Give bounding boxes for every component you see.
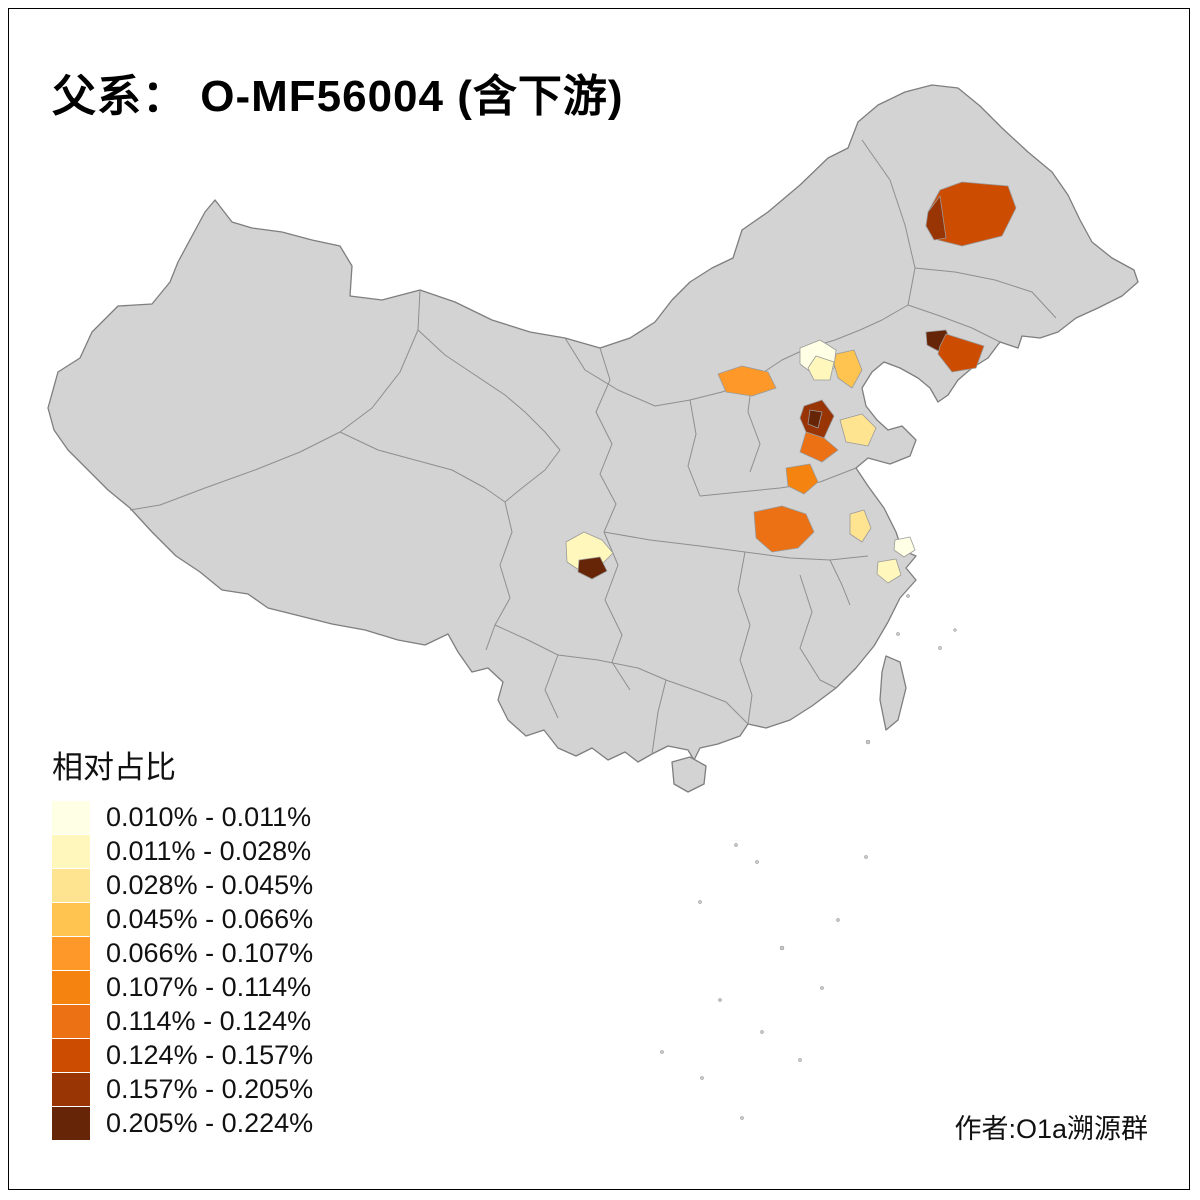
legend-label: 0.114% - 0.124% [106, 1006, 312, 1036]
legend-item: 0.028% - 0.045% [52, 869, 313, 902]
region-shandong-south-orange [785, 463, 819, 495]
legend-swatch [52, 801, 90, 834]
region-beijing-pale-2 [807, 355, 835, 381]
islet [798, 1058, 802, 1062]
islet [734, 843, 738, 847]
legend-item: 0.157% - 0.205% [52, 1073, 313, 1106]
region-shandong-darkest [807, 409, 823, 429]
page-title: 父系： O-MF56004 (含下游) [52, 72, 624, 121]
islet [906, 594, 910, 598]
region-henan-anhui-orange [753, 505, 815, 553]
legend: 相对占比 0.010% - 0.011% 0.011% - 0.028% 0.0… [52, 742, 313, 1141]
legend-item: 0.011% - 0.028% [52, 835, 313, 868]
legend-label: 0.028% - 0.045% [106, 870, 314, 900]
legend-label: 0.066% - 0.107% [106, 938, 314, 968]
islet [779, 945, 785, 951]
legend-swatch [52, 937, 90, 970]
legend-label: 0.011% - 0.028% [106, 836, 312, 866]
legend-item: 0.045% - 0.066% [52, 903, 313, 936]
province-border [665, 679, 749, 725]
province-border [699, 467, 857, 497]
islet [698, 900, 702, 904]
region-anhui-pale [849, 509, 872, 543]
south-china-sea-islands [660, 594, 957, 1120]
islet [660, 1050, 664, 1054]
province-border [737, 551, 753, 725]
legend-label: 0.124% - 0.157% [106, 1040, 314, 1070]
taiwan-island [879, 655, 907, 731]
region-zhejiang-north-pale [876, 558, 902, 584]
region-shandong-orange [799, 431, 839, 463]
province-border [129, 289, 421, 511]
legend-swatch [52, 869, 90, 902]
province-border [603, 531, 631, 691]
legend-item: 0.066% - 0.107% [52, 937, 313, 970]
legend-swatch [52, 1039, 90, 1072]
legend-swatch [52, 835, 90, 868]
province-border [907, 304, 1001, 343]
islet [953, 628, 957, 632]
islet [740, 1116, 744, 1120]
legend-label: 0.010% - 0.011% [106, 802, 312, 832]
islet [896, 632, 900, 636]
legend-item: 0.124% - 0.157% [52, 1039, 313, 1072]
islet [836, 918, 840, 922]
province-border [914, 267, 1057, 319]
islet [938, 646, 942, 650]
islet [718, 998, 722, 1002]
province-border [595, 347, 617, 533]
islet [865, 739, 871, 745]
province-border [829, 559, 851, 606]
legend-label: 0.157% - 0.205% [106, 1074, 314, 1104]
region-chengdu-dark [577, 556, 608, 580]
legend-label: 0.045% - 0.066% [106, 904, 314, 934]
legend-item: 0.107% - 0.114% [52, 971, 313, 1004]
legend-item: 0.205% - 0.224% [52, 1107, 313, 1140]
legend-swatch [52, 1005, 90, 1038]
hainan-island [671, 756, 707, 793]
province-border [485, 501, 513, 651]
islet [864, 855, 868, 859]
attribution: 作者:O1a溯源群 [954, 1114, 1148, 1144]
region-tianjin [833, 349, 863, 389]
province-borders [129, 139, 1057, 755]
islet [760, 1030, 764, 1034]
legend-swatch [52, 971, 90, 1004]
legend-swatch [52, 903, 90, 936]
region-heilongjiang-west-strip [925, 195, 947, 241]
legend-label: 0.107% - 0.114% [106, 972, 312, 1002]
islet [755, 860, 759, 864]
province-border [557, 654, 667, 755]
highlighted-regions [565, 181, 1017, 584]
legend-item: 0.010% - 0.011% [52, 801, 313, 834]
region-shandong-pale [839, 413, 877, 447]
legend-title: 相对占比 [52, 750, 176, 785]
province-border [687, 399, 701, 497]
province-border [417, 329, 561, 451]
province-border [861, 139, 916, 321]
region-liaoning-coastal [937, 333, 985, 373]
province-border [504, 449, 561, 503]
legend-label: 0.205% - 0.224% [106, 1108, 314, 1138]
region-hebei-northwest [717, 365, 777, 397]
islet [700, 1076, 704, 1080]
province-border [339, 431, 506, 503]
region-shanghai-pale [893, 536, 916, 558]
province-border [799, 574, 837, 689]
legend-item: 0.114% - 0.124% [52, 1005, 313, 1038]
legend-swatch [52, 1107, 90, 1140]
islet [820, 986, 824, 990]
legend-swatch [52, 1073, 90, 1106]
